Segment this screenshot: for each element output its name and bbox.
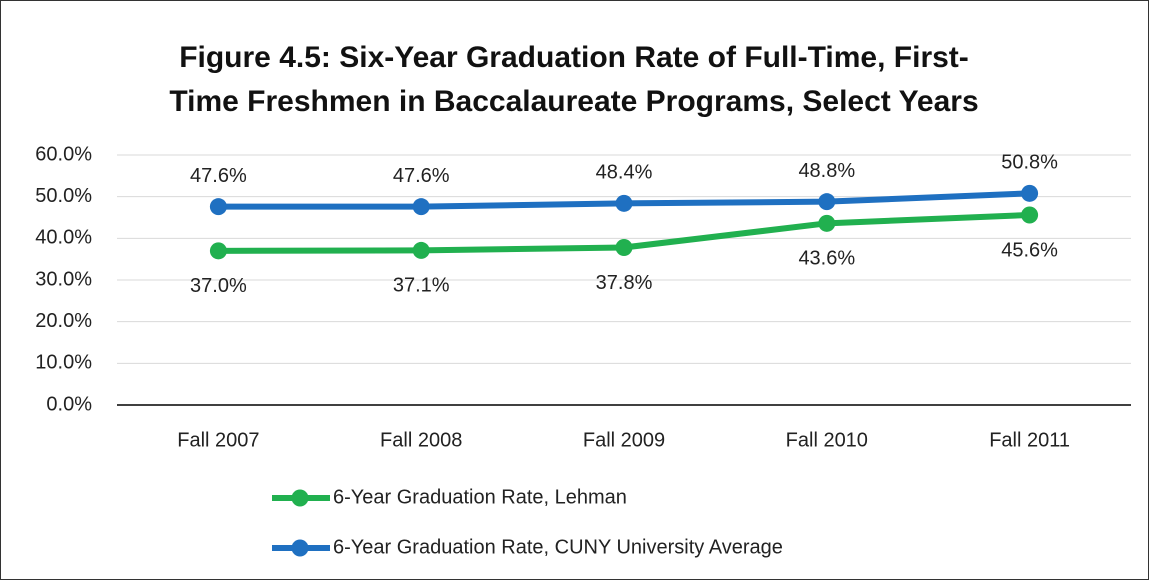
legend-label: 6-Year Graduation Rate, CUNY University …: [333, 536, 783, 558]
data-label: 50.8%: [1001, 152, 1058, 174]
data-label: 37.0%: [190, 275, 247, 297]
y-tick-label: 30.0%: [35, 268, 92, 290]
marker: [412, 198, 430, 216]
data-label: 48.8%: [798, 160, 855, 182]
x-tick-label: Fall 2007: [177, 429, 259, 451]
data-label: 45.6%: [1001, 239, 1058, 261]
x-tick-label: Fall 2009: [583, 429, 665, 451]
legend-label: 6-Year Graduation Rate, Lehman: [333, 486, 627, 508]
marker: [209, 242, 227, 260]
marker: [1021, 206, 1039, 224]
chart-title: Figure 4.5: Six-Year Graduation Rate of …: [179, 41, 969, 74]
data-label: 48.4%: [596, 162, 653, 184]
x-tick-label: Fall 2008: [380, 429, 462, 451]
data-label: 37.8%: [596, 272, 653, 294]
data-label: 37.1%: [393, 275, 450, 297]
chart-title: Time Freshmen in Baccalaureate Programs,…: [169, 85, 978, 118]
data-label: 47.6%: [393, 165, 450, 187]
marker: [1021, 184, 1039, 202]
marker: [615, 239, 633, 256]
y-tick-label: 0.0%: [46, 393, 92, 415]
legend-marker: [291, 489, 309, 507]
marker: [818, 193, 836, 211]
y-tick-label: 20.0%: [35, 310, 92, 332]
legend-marker: [291, 539, 309, 557]
marker: [209, 198, 227, 216]
marker: [412, 241, 430, 259]
y-tick-label: 40.0%: [35, 227, 92, 249]
marker: [615, 194, 633, 212]
y-tick-label: 10.0%: [35, 352, 92, 374]
data-label: 43.6%: [798, 248, 855, 270]
data-label: 47.6%: [190, 165, 247, 187]
x-tick-label: Fall 2010: [786, 429, 868, 451]
x-tick-label: Fall 2011: [989, 429, 1070, 451]
y-tick-label: 60.0%: [35, 143, 92, 165]
y-tick-label: 50.0%: [35, 185, 92, 207]
marker: [818, 214, 836, 232]
